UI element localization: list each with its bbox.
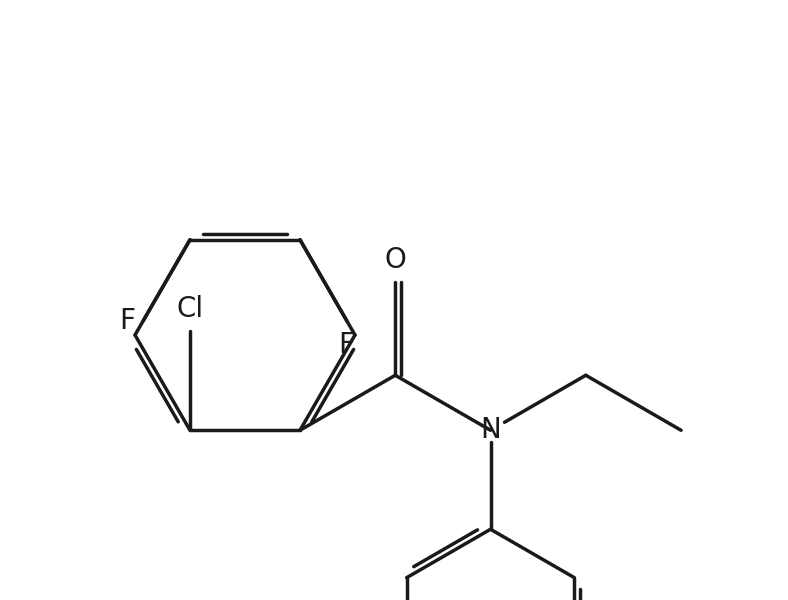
Text: Cl: Cl — [177, 295, 203, 323]
Text: O: O — [385, 246, 406, 274]
Text: F: F — [119, 307, 136, 335]
Text: F: F — [339, 331, 355, 359]
Text: N: N — [480, 416, 501, 444]
